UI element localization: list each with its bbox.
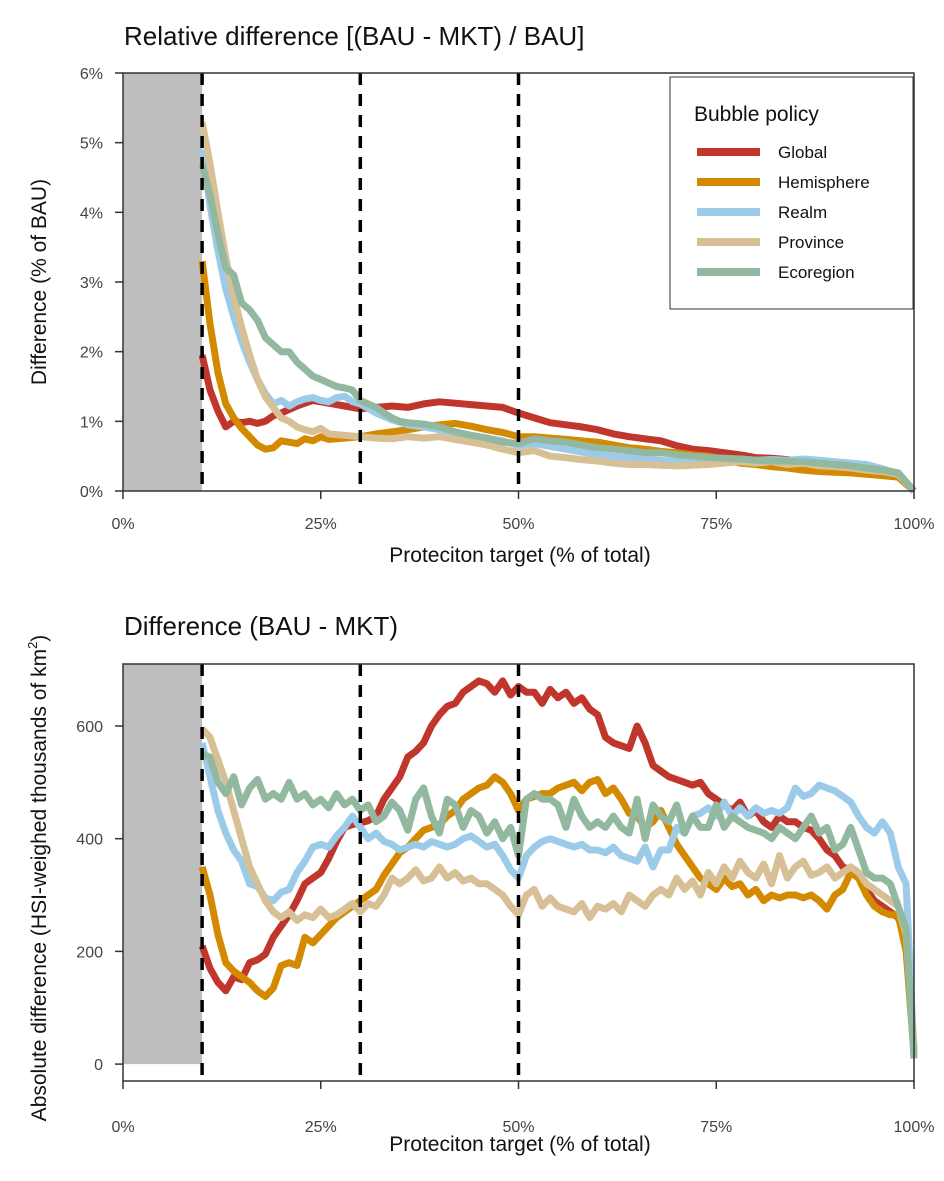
y-tick-label: 6% [80,66,103,83]
series-line-ecoregion [198,162,917,494]
y-tick-label: 200 [76,944,103,961]
y-tick-label: 1% [80,414,103,431]
legend-label-global: Global [778,143,827,162]
y-tick-label: 3% [80,275,103,292]
y-tick-label: 600 [76,719,103,736]
excluded-region-shade [123,664,203,1065]
y-tick-label: 400 [76,832,103,849]
series-line-realm [198,742,918,1053]
panel1-xlabel: Proteciton target (% of total) [389,544,650,567]
series-line-hemisphere [198,773,918,1054]
panel2-plot-area: 0% 25% 50% 75% 100% 0 200 400 600 [76,663,935,1136]
panel2-ylabel-end: ) [28,635,51,642]
panel2-ylabel-main: Absolute difference (HSI-weighed thousan… [28,649,51,1121]
x-tick-label: 75% [700,516,732,533]
series-line-global [198,677,918,1054]
legend-label-ecoregion: Ecoregion [778,263,855,282]
panel2-xlabel: Proteciton target (% of total) [389,1133,650,1156]
panel1-title: Relative difference [(BAU - MKT) / BAU] [124,21,584,51]
x-tick-label: 50% [502,516,534,533]
x-tick-label: 50% [502,1119,534,1136]
x-tick-label: 100% [894,1119,935,1136]
panel2-title: Difference (BAU - MKT) [124,611,398,641]
series-line-hemisphere [198,260,917,494]
x-tick-label: 0% [111,1119,134,1136]
y-tick-label: 4% [80,205,103,222]
relative-difference-panel: Relative difference [(BAU - MKT) / BAU] … [28,21,934,567]
x-tick-label: 25% [305,1119,337,1136]
y-tick-label: 5% [80,136,103,153]
legend-items: Global Hemisphere Realm Province Ecoregion [697,143,870,282]
legend-title: Bubble policy [694,103,819,126]
legend: Bubble policy Global Hemisphere Realm Provi… [669,76,914,310]
series-line-ecoregion [200,750,918,1059]
panel2-ylabel-sup: 2 [25,642,40,649]
legend-label-realm: Realm [778,203,827,222]
x-tick-label: 25% [305,516,337,533]
panel1-ylabel: Difference (% of BAU) [28,179,51,385]
y-tick-label: 0% [80,484,103,501]
panel1-plot-area: 0% 25% 50% 75% 100% 0% 1% 2% 3% 4% 5% 6% [80,66,935,533]
x-tick-label: 100% [894,516,935,533]
legend-label-hemisphere: Hemisphere [778,173,870,192]
panel2-ylabel: Absolute difference (HSI-weighed thousan… [25,635,51,1122]
x-tick-label: 75% [700,1119,732,1136]
series-line-province [199,726,918,1048]
legend-label-province: Province [778,233,844,252]
excluded-region-shade [123,73,203,491]
absolute-difference-panel: Difference (BAU - MKT) 0% 25% 50% 75% 100% 0 2… [25,611,934,1156]
y-tick-label: 0 [94,1057,103,1074]
y-tick-label: 2% [80,345,103,362]
x-tick-label: 0% [111,516,134,533]
